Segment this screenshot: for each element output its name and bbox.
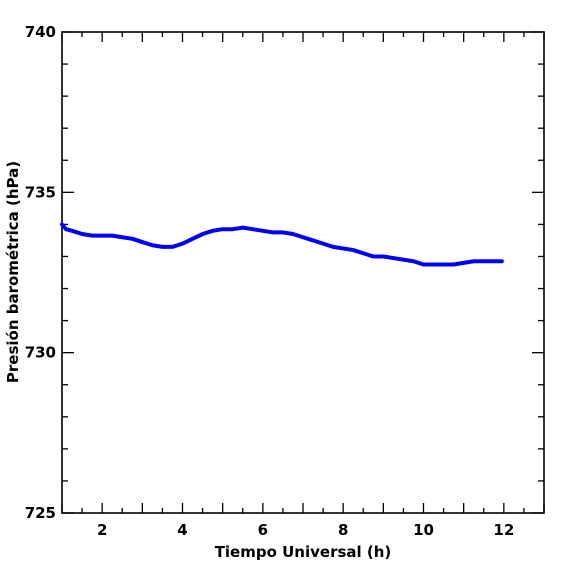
- x-tick-label: 12: [493, 521, 514, 539]
- axis-ticks: [61, 31, 545, 514]
- y-tick-label: 730: [25, 344, 56, 362]
- x-tick-label: 2: [97, 521, 107, 539]
- series-layer: [60, 222, 504, 267]
- x-tick-label: 10: [413, 521, 434, 539]
- y-axis-title: Presión barométrica (hPa): [4, 161, 22, 383]
- tick-labels: 2 4 6 8 10 12 725 730 735 740: [25, 23, 515, 539]
- y-tick-label: 740: [25, 23, 56, 41]
- plot-frame: [61, 31, 545, 514]
- series-line-0: [60, 222, 504, 267]
- x-tick-label: 6: [258, 521, 268, 539]
- x-axis-title: Tiempo Universal (h): [215, 543, 392, 561]
- y-tick-label: 735: [25, 183, 56, 201]
- x-tick-label: 8: [338, 521, 348, 539]
- x-tick-label: 4: [177, 521, 187, 539]
- y-tick-label: 725: [25, 504, 56, 522]
